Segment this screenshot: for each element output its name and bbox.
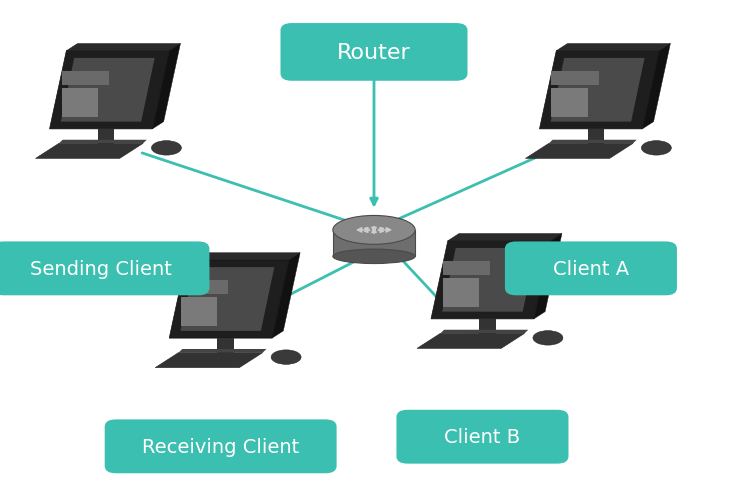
Polygon shape	[194, 353, 257, 356]
Polygon shape	[431, 241, 551, 319]
FancyBboxPatch shape	[181, 298, 218, 326]
FancyBboxPatch shape	[0, 242, 209, 296]
FancyBboxPatch shape	[551, 89, 588, 118]
Text: Client A: Client A	[553, 259, 629, 278]
Polygon shape	[186, 253, 300, 260]
Polygon shape	[67, 45, 180, 52]
Ellipse shape	[533, 331, 563, 346]
Polygon shape	[75, 144, 138, 147]
FancyBboxPatch shape	[280, 24, 468, 82]
Polygon shape	[539, 52, 659, 130]
FancyBboxPatch shape	[505, 242, 677, 296]
Text: Router: Router	[337, 43, 411, 63]
Polygon shape	[417, 334, 524, 348]
Ellipse shape	[641, 142, 672, 156]
Text: Receiving Client: Receiving Client	[142, 437, 299, 456]
FancyBboxPatch shape	[479, 319, 496, 334]
Polygon shape	[169, 260, 289, 338]
Polygon shape	[36, 144, 143, 159]
FancyBboxPatch shape	[61, 89, 98, 118]
FancyBboxPatch shape	[396, 410, 568, 464]
Polygon shape	[643, 45, 670, 130]
Polygon shape	[565, 144, 628, 147]
Text: Client B: Client B	[444, 427, 521, 446]
FancyBboxPatch shape	[217, 338, 234, 353]
Polygon shape	[534, 234, 562, 319]
Polygon shape	[155, 353, 263, 368]
FancyBboxPatch shape	[443, 261, 490, 276]
Polygon shape	[551, 59, 645, 122]
Polygon shape	[442, 249, 536, 312]
Polygon shape	[441, 330, 528, 334]
Polygon shape	[456, 334, 519, 336]
Polygon shape	[525, 144, 633, 159]
FancyBboxPatch shape	[333, 230, 415, 257]
Ellipse shape	[271, 350, 301, 365]
FancyBboxPatch shape	[551, 72, 598, 86]
Polygon shape	[180, 268, 275, 331]
Ellipse shape	[151, 142, 181, 156]
Polygon shape	[557, 45, 670, 52]
FancyBboxPatch shape	[443, 278, 479, 307]
Polygon shape	[153, 45, 180, 130]
FancyBboxPatch shape	[181, 280, 228, 295]
FancyBboxPatch shape	[97, 130, 114, 144]
Polygon shape	[59, 141, 147, 144]
Polygon shape	[272, 253, 300, 338]
Polygon shape	[179, 349, 266, 353]
Polygon shape	[49, 52, 169, 130]
Ellipse shape	[333, 216, 415, 245]
Polygon shape	[61, 59, 155, 122]
FancyBboxPatch shape	[588, 130, 604, 144]
Polygon shape	[549, 141, 637, 144]
FancyBboxPatch shape	[61, 72, 108, 86]
FancyBboxPatch shape	[105, 420, 337, 473]
Polygon shape	[448, 234, 562, 241]
Ellipse shape	[333, 250, 415, 264]
Text: Sending Client: Sending Client	[30, 259, 172, 278]
